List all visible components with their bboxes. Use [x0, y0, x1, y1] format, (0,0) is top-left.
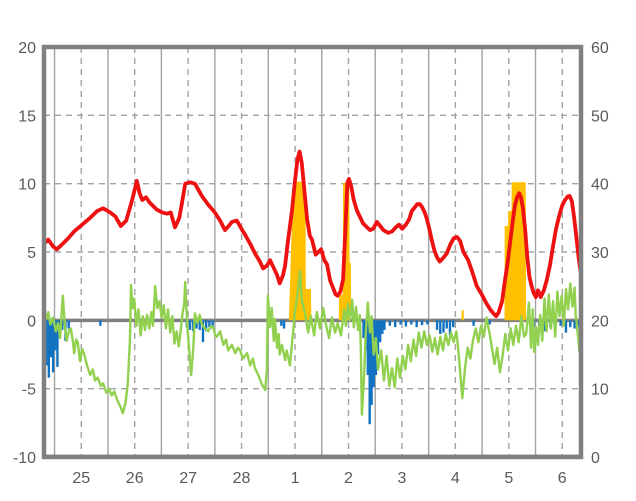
blue-bar [442, 320, 445, 333]
blue-bar [211, 320, 214, 329]
snow-depth-area [504, 182, 526, 321]
blue-bar [543, 320, 547, 332]
blue-bar [99, 320, 102, 326]
blue-bar [564, 320, 568, 333]
x-tick-label: 26 [126, 470, 144, 487]
blue-bar [388, 320, 392, 326]
blue-bar [51, 320, 55, 373]
left-tick-label: -5 [22, 382, 36, 399]
x-tick-label: 6 [558, 470, 567, 487]
blue-bar [61, 320, 64, 330]
left-tick-label: 5 [27, 245, 36, 262]
blue-bar [448, 320, 452, 336]
blue-bar [67, 320, 70, 329]
blue-bar [362, 320, 365, 339]
x-tick-label: 4 [451, 470, 460, 487]
blue-bar [420, 320, 424, 326]
green-line [42, 269, 583, 416]
blue-bar [45, 320, 48, 366]
right-tick-label: 0 [591, 450, 600, 467]
x-tick-label: 25 [72, 470, 90, 487]
red-line [42, 149, 583, 319]
right-tick-label: 40 [591, 177, 609, 194]
blue-bar [404, 320, 408, 327]
blue-bar [198, 320, 201, 330]
plot-border [41, 44, 584, 460]
x-tick-label: 3 [397, 470, 406, 487]
blue-bar [573, 320, 576, 329]
blue-bar [410, 320, 413, 325]
right-tick-label: 20 [591, 313, 609, 330]
blue-bar [488, 320, 491, 325]
blue-bar [439, 320, 442, 334]
left-tick-label: 15 [18, 108, 36, 125]
x-tick-label: 27 [179, 470, 197, 487]
blue-bar [378, 320, 382, 343]
blue-bar [383, 320, 386, 330]
snow-depth-area [461, 310, 464, 321]
left-tick-label: 10 [18, 177, 36, 194]
blue-bar [280, 320, 283, 326]
right-tick-label: 30 [591, 245, 609, 262]
blue-bar [451, 320, 455, 328]
blue-bar [368, 320, 371, 425]
blue-bar [415, 320, 418, 328]
blue-bar [56, 320, 59, 367]
right-tick-label: 10 [591, 382, 609, 399]
blue-bar [366, 320, 370, 375]
left-tick-label: 20 [18, 40, 36, 57]
blue-bar [445, 320, 448, 329]
blue-bar [54, 320, 57, 351]
blue-bar [381, 320, 384, 334]
left-tick-label: -10 [13, 450, 36, 467]
blue-bar [569, 320, 572, 328]
blue-bar [376, 320, 380, 355]
blue-bar [435, 320, 439, 330]
blue-bar [188, 320, 192, 330]
blue-bar [472, 320, 475, 326]
blue-bar [49, 320, 53, 358]
blue-bar [370, 320, 373, 406]
x-tick-label: 28 [233, 470, 251, 487]
blue-bar [393, 320, 397, 328]
blue-bar [559, 320, 562, 326]
x-tick-label: 5 [504, 470, 513, 487]
blue-bar [47, 320, 51, 378]
blue-bar [204, 320, 208, 332]
right-tick-label: 60 [591, 40, 609, 57]
blue-bar [201, 320, 205, 343]
right-tick-label: 50 [591, 108, 609, 125]
blue-bar [399, 320, 402, 325]
x-tick-label: 2 [344, 470, 353, 487]
blue-bar [282, 320, 286, 329]
blue-bar [208, 320, 211, 328]
blue-bar [426, 320, 429, 325]
blue-bar [195, 320, 198, 329]
left-tick-label: 0 [27, 313, 36, 330]
x-tick-label: 1 [291, 470, 300, 487]
snow-depth-area [288, 181, 312, 321]
